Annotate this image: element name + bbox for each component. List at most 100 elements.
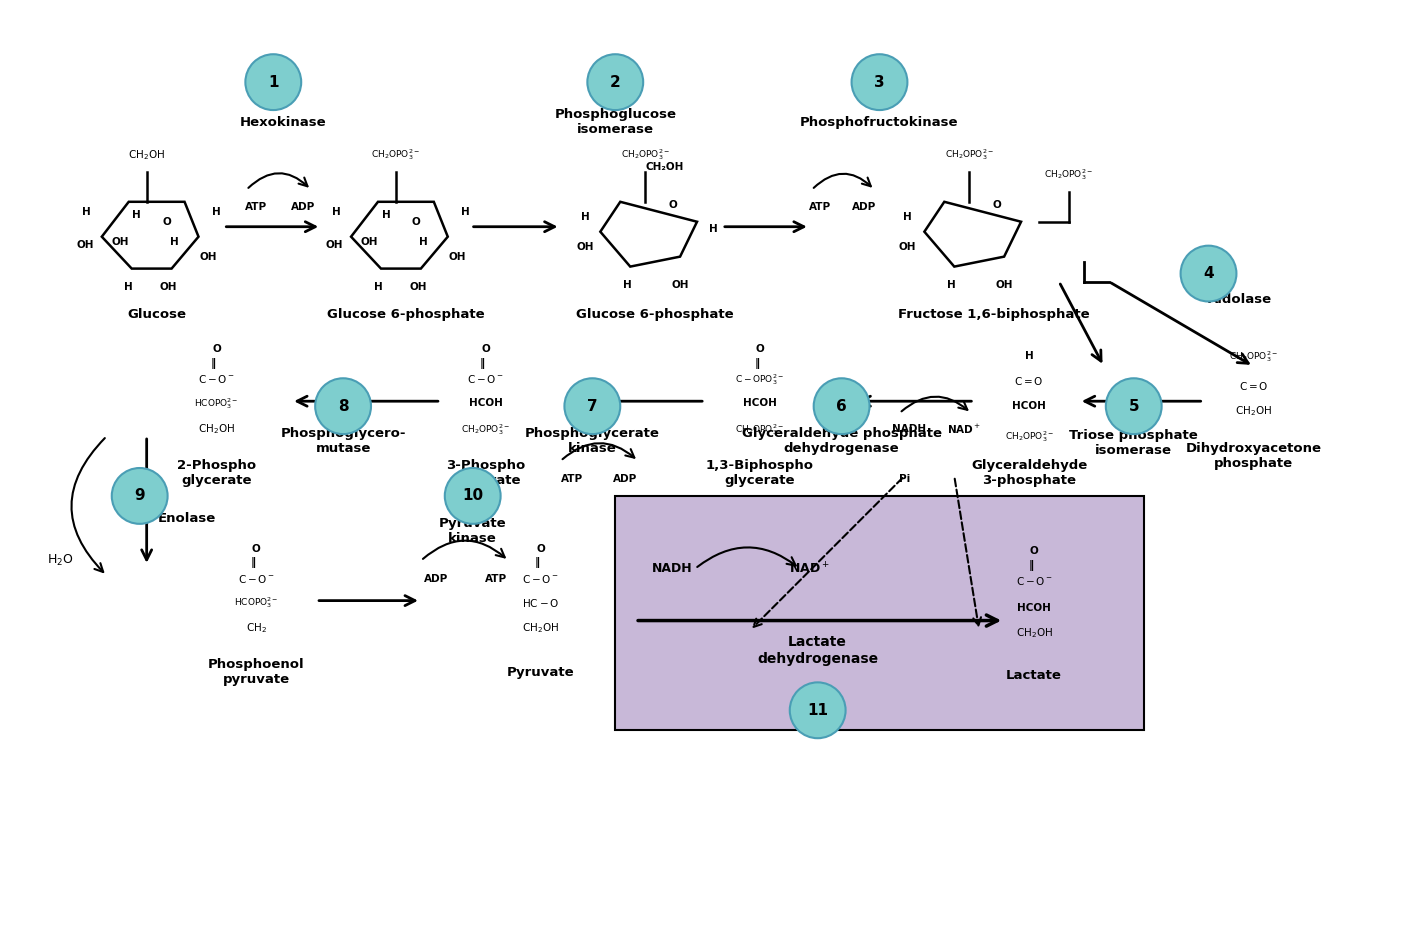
Text: $\mathrm{CH_2OH}$: $\mathrm{CH_2OH}$ xyxy=(1234,405,1272,418)
FancyBboxPatch shape xyxy=(615,496,1144,730)
Text: $\mathrm{CH_2OPO_3^{2-}}$: $\mathrm{CH_2OPO_3^{2-}}$ xyxy=(1044,167,1094,182)
Text: O: O xyxy=(1030,546,1039,556)
Text: $\mathrm{CH_2OPO_3^{2-}}$: $\mathrm{CH_2OPO_3^{2-}}$ xyxy=(735,422,785,437)
Text: $\mathrm{C=O}$: $\mathrm{C=O}$ xyxy=(1238,380,1268,392)
Text: OH: OH xyxy=(672,279,689,290)
Circle shape xyxy=(789,682,846,738)
Text: ‖: ‖ xyxy=(1029,560,1033,571)
Text: H: H xyxy=(125,281,133,292)
Text: Glucose 6-phosphate: Glucose 6-phosphate xyxy=(327,308,485,321)
Text: HCOH: HCOH xyxy=(1017,602,1051,613)
Text: OH: OH xyxy=(898,242,917,251)
Text: 3-Phospho
glycerate: 3-Phospho glycerate xyxy=(446,459,526,487)
Text: HCOH: HCOH xyxy=(469,398,503,408)
Text: H: H xyxy=(82,207,91,216)
Text: CH₂OH: CH₂OH xyxy=(646,162,684,172)
Text: H: H xyxy=(132,210,142,220)
Text: ATP: ATP xyxy=(245,201,268,212)
Text: ADP: ADP xyxy=(424,574,448,583)
Text: Lactate: Lactate xyxy=(1006,669,1061,682)
Text: OH: OH xyxy=(200,251,217,262)
Text: $\mathrm{C-O^-}$: $\mathrm{C-O^-}$ xyxy=(238,573,275,584)
Text: $\mathrm{CH_2OH}$: $\mathrm{CH_2OH}$ xyxy=(198,423,235,436)
Text: $\mathrm{CH_2OPO_3^{2-}}$: $\mathrm{CH_2OPO_3^{2-}}$ xyxy=(621,147,670,162)
Text: 9: 9 xyxy=(135,488,145,503)
Text: $\mathrm{CH_2OPO_3^{2-}}$: $\mathrm{CH_2OPO_3^{2-}}$ xyxy=(461,422,510,437)
Text: O: O xyxy=(755,344,764,355)
Text: H: H xyxy=(332,207,340,216)
Text: H: H xyxy=(374,281,383,292)
Text: $\mathrm{C-O^-}$: $\mathrm{C-O^-}$ xyxy=(521,573,558,584)
Text: $\mathrm{C=O}$: $\mathrm{C=O}$ xyxy=(1015,375,1044,388)
Text: OH: OH xyxy=(77,240,94,249)
Text: 5: 5 xyxy=(1128,399,1139,414)
Text: Lactate
dehydrogenase: Lactate dehydrogenase xyxy=(757,635,879,665)
Text: Phosphofructokinase: Phosphofructokinase xyxy=(801,116,959,129)
Text: $\mathrm{CH_2OH}$: $\mathrm{CH_2OH}$ xyxy=(521,622,558,635)
Text: O: O xyxy=(993,199,1002,210)
Text: O: O xyxy=(536,544,546,553)
Text: O: O xyxy=(162,216,171,227)
Text: ‖: ‖ xyxy=(480,358,485,369)
Text: H: H xyxy=(903,212,911,222)
Text: $\mathrm{C-OPO_3^{2-}}$: $\mathrm{C-OPO_3^{2-}}$ xyxy=(735,372,784,387)
Text: 8: 8 xyxy=(337,399,349,414)
Text: Dihydroxyacetone
phosphate: Dihydroxyacetone phosphate xyxy=(1186,442,1322,470)
Text: $\mathrm{HCOPO_3^{2-}}$: $\mathrm{HCOPO_3^{2-}}$ xyxy=(234,595,279,610)
Text: ATP: ATP xyxy=(561,474,584,484)
Text: Phosphoglycero-
mutase: Phosphoglycero- mutase xyxy=(281,427,405,455)
Text: 10: 10 xyxy=(462,488,483,503)
Text: Glyceraldehyde
3-phosphate: Glyceraldehyde 3-phosphate xyxy=(971,459,1087,487)
Text: H: H xyxy=(1024,351,1033,361)
Text: ‖: ‖ xyxy=(211,358,215,369)
Text: Glyceraldehyde phosphate
dehydrogenase: Glyceraldehyde phosphate dehydrogenase xyxy=(741,427,942,455)
Text: 11: 11 xyxy=(808,703,828,718)
Text: Glucose 6-phosphate: Glucose 6-phosphate xyxy=(577,308,734,321)
Circle shape xyxy=(112,468,167,524)
Text: O: O xyxy=(213,344,221,355)
Circle shape xyxy=(852,55,907,110)
Text: Pyruvate
kinase: Pyruvate kinase xyxy=(439,517,506,545)
Text: 2-Phospho
glycerate: 2-Phospho glycerate xyxy=(177,459,256,487)
Text: O: O xyxy=(411,216,421,227)
Text: Enolase: Enolase xyxy=(157,512,215,525)
Text: ‖: ‖ xyxy=(754,358,760,369)
Circle shape xyxy=(564,378,621,434)
Text: $\mathrm{CH_2OPO_3^{2-}}$: $\mathrm{CH_2OPO_3^{2-}}$ xyxy=(371,147,421,162)
Text: OH: OH xyxy=(326,240,343,249)
Text: OH: OH xyxy=(577,242,594,251)
Text: NAD$^+$: NAD$^+$ xyxy=(947,423,982,436)
Circle shape xyxy=(1105,378,1162,434)
Circle shape xyxy=(813,378,870,434)
Circle shape xyxy=(445,468,500,524)
Text: $\mathrm{C-O^-}$: $\mathrm{C-O^-}$ xyxy=(1016,575,1053,586)
Text: H: H xyxy=(581,212,589,222)
Text: NAD$^+$: NAD$^+$ xyxy=(789,561,830,576)
Text: HCOH: HCOH xyxy=(1012,401,1046,411)
Text: $\mathrm{H_2O}$: $\mathrm{H_2O}$ xyxy=(47,553,74,568)
Text: O: O xyxy=(482,344,490,355)
Text: $\mathrm{C-O^-}$: $\mathrm{C-O^-}$ xyxy=(198,374,235,385)
Text: ‖: ‖ xyxy=(251,557,256,568)
Text: NADH: NADH xyxy=(893,424,927,434)
Text: Pi: Pi xyxy=(898,474,910,484)
Text: Glucose: Glucose xyxy=(128,308,186,321)
Text: ADP: ADP xyxy=(614,474,638,484)
Text: 6: 6 xyxy=(836,399,847,414)
Text: OH: OH xyxy=(410,281,427,292)
Text: $\mathrm{CH_2OH}$: $\mathrm{CH_2OH}$ xyxy=(128,148,166,162)
Text: Fructose 1,6-biphosphate: Fructose 1,6-biphosphate xyxy=(898,308,1090,321)
Text: H: H xyxy=(947,279,955,290)
Text: 1: 1 xyxy=(268,74,279,89)
Text: $\mathrm{HCOPO_3^{2-}}$: $\mathrm{HCOPO_3^{2-}}$ xyxy=(194,396,238,410)
Text: H: H xyxy=(708,224,717,233)
Text: H: H xyxy=(419,237,428,247)
Text: 2: 2 xyxy=(609,74,621,89)
Text: ATP: ATP xyxy=(809,201,830,212)
Text: NADH: NADH xyxy=(652,562,693,575)
Text: H: H xyxy=(381,210,390,220)
Text: $\mathrm{CH_2OPO_3^{2-}}$: $\mathrm{CH_2OPO_3^{2-}}$ xyxy=(1005,429,1053,443)
Text: HCOH: HCOH xyxy=(743,398,777,408)
Circle shape xyxy=(588,55,643,110)
Text: OH: OH xyxy=(995,279,1013,290)
